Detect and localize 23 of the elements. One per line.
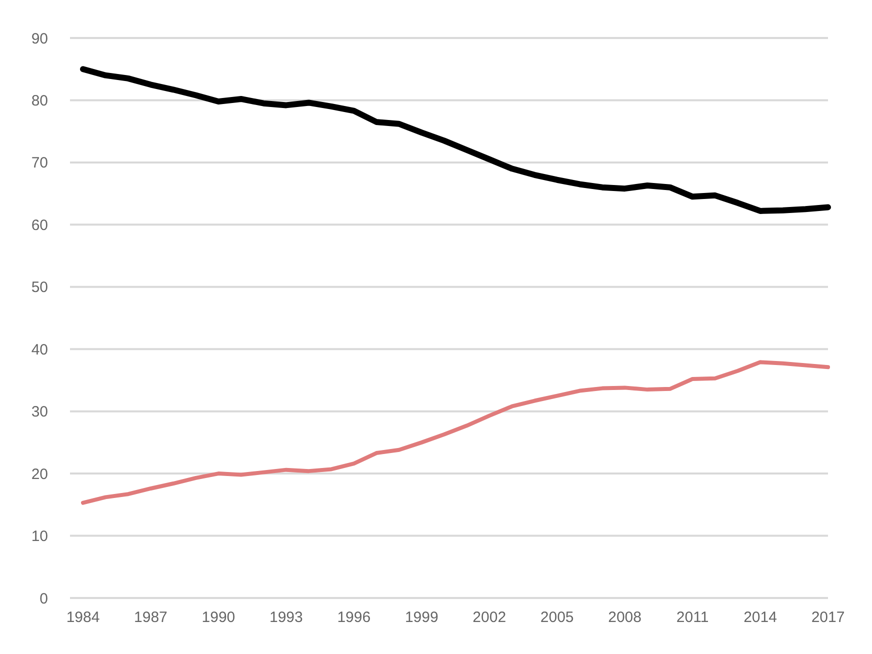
x-tick-label: 2005 [540,609,574,626]
y-tick-label: 50 [31,279,48,296]
y-tick-label: 70 [31,154,48,172]
x-tick-label: 1984 [66,609,100,626]
y-tick-label: 10 [31,528,48,546]
x-tick-label: 2008 [608,609,642,626]
y-tick-label: 40 [31,341,48,358]
y-tick-label: 90 [31,30,48,48]
x-tick-label: 1987 [134,609,168,626]
x-tick-label: 1996 [337,609,371,626]
y-tick-label: 0 [40,590,48,608]
x-tick-label: 2014 [744,609,777,626]
y-tick-label: 60 [31,216,48,234]
x-tick-label: 1999 [404,609,438,626]
x-tick-label: 2017 [811,609,845,626]
x-tick-label: 1993 [269,609,303,626]
x-tick-label: 2002 [472,609,506,626]
x-tick-label: 2011 [676,609,709,626]
y-tick-label: 20 [31,466,48,483]
y-tick-label: 80 [31,92,48,110]
line-series [81,360,830,505]
y-tick-label: 30 [31,404,48,421]
x-tick-label: 1990 [202,609,236,626]
